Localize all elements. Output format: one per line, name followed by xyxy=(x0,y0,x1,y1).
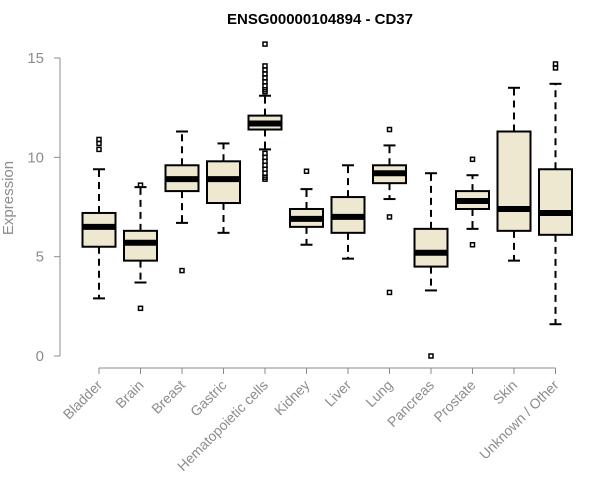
box-group xyxy=(123,182,158,312)
y-tick-label: 10 xyxy=(27,149,44,166)
x-tick-label: Prostate xyxy=(430,377,478,425)
y-tick-label: 5 xyxy=(36,249,44,266)
box-group xyxy=(289,168,324,246)
outlier-point xyxy=(262,41,268,47)
box-group xyxy=(372,126,407,296)
outlier-point xyxy=(96,146,102,153)
box-group xyxy=(413,172,449,359)
y-tick-label: 15 xyxy=(27,50,44,67)
chart-title: ENSG00000104894 - CD37 xyxy=(227,11,413,28)
outlier-point xyxy=(303,168,310,174)
x-tick-label: Brain xyxy=(112,377,146,411)
outlier-point xyxy=(386,126,393,133)
outlier-point xyxy=(262,89,268,95)
outlier-point xyxy=(137,305,144,312)
box-group xyxy=(164,130,200,274)
x-tick-label: Breast xyxy=(148,377,188,417)
x-tick-label: Bladder xyxy=(60,377,106,423)
outlier-point xyxy=(428,353,434,359)
y-axis: 0 5 10 15 xyxy=(27,50,61,365)
x-tick-label: Lung xyxy=(362,377,395,410)
outlier-point xyxy=(469,241,476,248)
outlier-point xyxy=(386,289,393,296)
box-iqr xyxy=(496,130,532,232)
boxes-layer xyxy=(81,41,573,359)
outlier-point xyxy=(96,136,102,143)
outlier-point xyxy=(179,267,185,274)
box-iqr xyxy=(413,227,449,268)
x-tick-label: Unknown / Other xyxy=(476,377,562,463)
box-group xyxy=(81,136,117,300)
x-tick-label: Skin xyxy=(490,377,521,408)
box-group xyxy=(247,41,283,182)
outlier-point xyxy=(386,214,393,220)
outlier-point xyxy=(469,156,476,163)
box-group xyxy=(496,86,532,262)
box-group xyxy=(330,164,366,260)
outlier-point xyxy=(552,61,559,67)
y-tick-label: 0 xyxy=(36,348,44,365)
box-group xyxy=(538,61,573,326)
box-group xyxy=(206,142,241,234)
x-tick-label: Liver xyxy=(321,377,354,410)
outlier-point xyxy=(262,176,268,182)
box-iqr xyxy=(538,168,573,236)
box-group xyxy=(455,156,490,248)
y-axis-label: Expression xyxy=(0,161,17,235)
outlier-point xyxy=(137,182,144,188)
x-tick-label: Kidney xyxy=(271,377,313,419)
